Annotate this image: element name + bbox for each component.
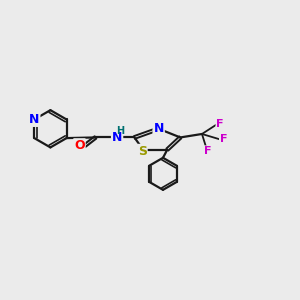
Text: F: F [220, 134, 227, 144]
Text: N: N [112, 131, 122, 144]
Text: H: H [116, 126, 124, 136]
Text: S: S [138, 145, 147, 158]
Text: N: N [154, 122, 164, 135]
Text: F: F [216, 118, 224, 129]
Text: O: O [74, 139, 85, 152]
Text: F: F [204, 146, 212, 156]
Text: N: N [29, 113, 40, 126]
